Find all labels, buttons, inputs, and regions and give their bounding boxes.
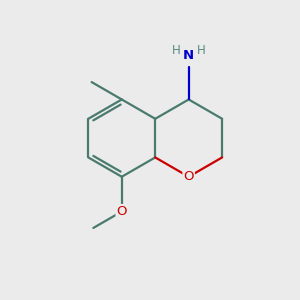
Text: H: H	[172, 44, 181, 57]
Text: H: H	[197, 44, 206, 57]
Text: N: N	[183, 49, 194, 62]
Text: O: O	[116, 205, 127, 218]
Text: O: O	[183, 170, 194, 183]
